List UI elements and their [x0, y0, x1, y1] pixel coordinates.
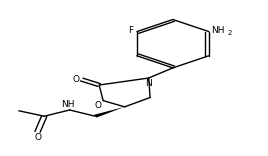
Text: O: O [72, 75, 79, 84]
Text: NH: NH [62, 100, 75, 109]
Text: O: O [34, 133, 41, 142]
Text: 2: 2 [227, 30, 232, 37]
Text: O: O [94, 101, 101, 110]
Text: NH: NH [211, 26, 225, 35]
Text: N: N [145, 79, 152, 88]
Polygon shape [94, 107, 125, 118]
Text: F: F [128, 26, 133, 35]
